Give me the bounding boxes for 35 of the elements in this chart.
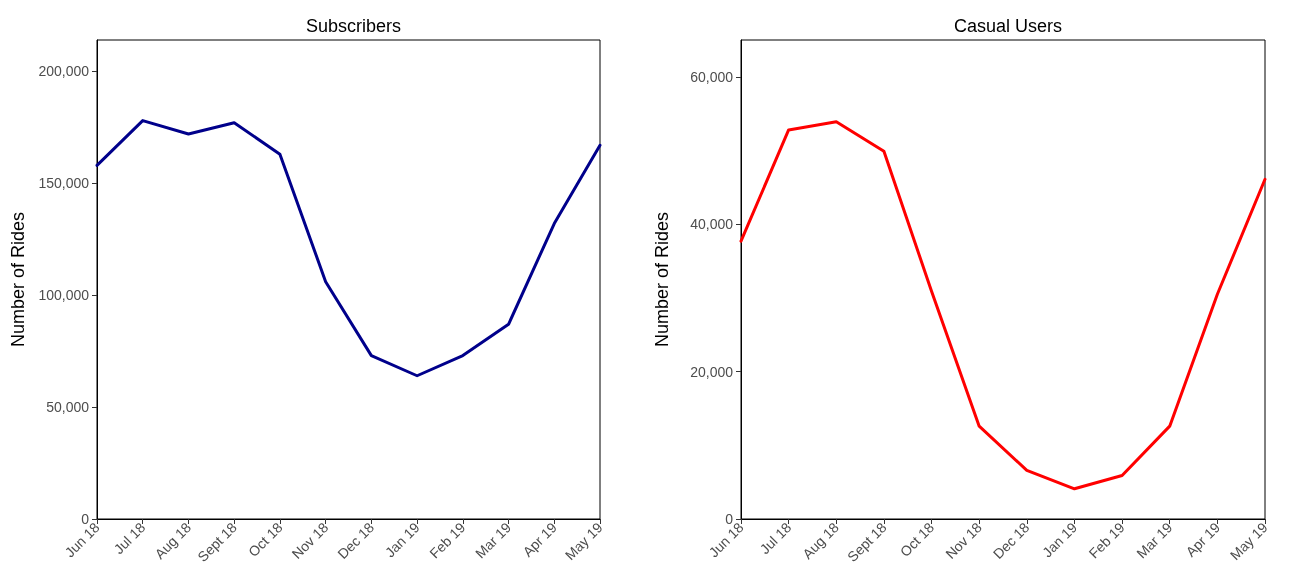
- x-tick-label: Dec 18: [989, 519, 1033, 562]
- x-tick-label: Nov 18: [942, 519, 985, 562]
- x-tick-label: Aug 18: [799, 519, 843, 562]
- x-tick-label: Mar 19: [472, 519, 515, 562]
- x-tick-label: Feb 19: [1085, 519, 1128, 562]
- x-tick-label: Oct 18: [896, 519, 938, 560]
- x-tick-label: Dec 18: [334, 519, 378, 562]
- line-series: [95, 119, 602, 378]
- x-tick-label: Nov 18: [288, 519, 332, 562]
- y-tick-label: 150,000: [38, 175, 90, 192]
- y-tick-label: 60,000: [690, 68, 734, 85]
- y-tick-label: 50,000: [46, 399, 90, 416]
- y-tick-label: 100,000: [38, 287, 90, 304]
- x-tick-label: Jan 19: [1039, 519, 1081, 561]
- chart-title: Casual Users: [953, 16, 1063, 36]
- x-tick-label: Feb 19: [426, 519, 469, 562]
- y-tick-label: 0: [725, 511, 734, 527]
- x-tick-label: Oct 18: [245, 519, 286, 560]
- line-series: [739, 120, 1267, 491]
- x-tick-label: Jul 18: [756, 519, 795, 558]
- y-tick-label: 200,000: [38, 63, 90, 80]
- y-axis-title: Number of Rides: [8, 211, 28, 348]
- x-tick-label: Jan 19: [381, 519, 423, 561]
- x-tick-label: Aug 18: [151, 519, 195, 562]
- chart-title: Subscribers: [305, 16, 402, 36]
- x-tick-label: Mar 19: [1133, 519, 1176, 562]
- y-tick-label: 20,000: [690, 363, 734, 380]
- x-tick-label: May 19: [561, 519, 606, 564]
- x-tick-label: Apr 19: [519, 519, 561, 560]
- y-tick-label: 40,000: [690, 216, 734, 233]
- x-tick-label: Apr 19: [1182, 519, 1224, 560]
- x-tick-label: Jul 18: [110, 519, 149, 558]
- x-tick-label: May 19: [1226, 519, 1271, 564]
- y-tick-label: 0: [81, 511, 90, 527]
- y-axis-title: Number of Rides: [652, 211, 672, 348]
